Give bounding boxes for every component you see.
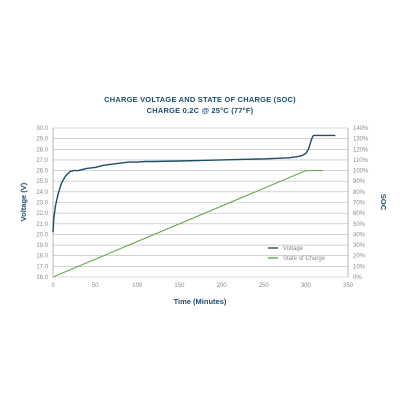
x-ticks: 0 50 100 150 200 250 300 350 <box>51 283 353 289</box>
y-axis-title-left: Voltage (V) <box>19 182 28 221</box>
y-tick-left-label: 22.0 <box>36 211 48 217</box>
y-tick-right-label: 70% <box>353 201 366 207</box>
y-ticks-right: 0% 10% 20% 30% 40% 50% 60% 70% 80% 90% 100% 110% 120… <box>353 126 369 281</box>
series-line-voltage <box>52 134 336 233</box>
x-tick-label: 300 <box>301 283 312 289</box>
y-tick-left-label: 30.0 <box>36 126 48 132</box>
y-tick-right-label: 10% <box>353 264 366 270</box>
y-tick-right-label: 100% <box>353 169 369 175</box>
y-tick-left-label: 20.0 <box>36 232 48 238</box>
series-layer <box>52 134 336 278</box>
y-tick-left-label: 24.0 <box>36 190 48 196</box>
y-axis-title-right: SOC <box>379 194 388 211</box>
y-tick-left-label: 27.0 <box>36 158 48 164</box>
y-tick-right-label: 90% <box>353 179 366 185</box>
y-tick-left-label: 19.0 <box>36 243 48 249</box>
y-tick-left-label: 16.0 <box>36 275 48 281</box>
legend: Voltage State of Charge <box>268 246 326 262</box>
y-tick-left-label: 26.0 <box>36 169 48 175</box>
series-line-state-of-charge <box>52 170 323 278</box>
y-tick-right-label: 50% <box>353 222 366 228</box>
y-tick-right-label: 0% <box>353 275 362 281</box>
grid-lines <box>52 127 349 278</box>
x-tick-label: 350 <box>343 283 354 289</box>
x-tick-label: 200 <box>217 283 228 289</box>
y-tick-left-label: 28.0 <box>36 147 48 153</box>
legend-label: Voltage <box>283 246 304 252</box>
x-tick-label: 100 <box>132 283 143 289</box>
y-tick-left-label: 23.0 <box>36 201 48 207</box>
y-tick-right-label: 30% <box>353 243 366 249</box>
y-tick-left-label: 25.0 <box>36 179 48 185</box>
y-tick-right-label: 40% <box>353 232 366 238</box>
y-tick-right-label: 80% <box>353 190 366 196</box>
y-tick-left-label: 21.0 <box>36 222 48 228</box>
y-tick-left-label: 17.0 <box>36 264 48 270</box>
y-tick-left-label: 29.0 <box>36 137 48 143</box>
y-ticks-left: 16.0 17.0 18.0 19.0 20.0 21.0 22.0 23.0 24.0 25.0… <box>36 126 48 281</box>
legend-label: State of Charge <box>283 256 326 262</box>
y-tick-right-label: 130% <box>353 137 369 143</box>
chart-subtitle: CHARGE 0.2C @ 25°C (77°F) <box>146 106 254 115</box>
y-tick-right-label: 20% <box>353 254 366 260</box>
x-tick-label: 150 <box>174 283 185 289</box>
y-tick-left-label: 18.0 <box>36 254 48 260</box>
chart-title: CHARGE VOLTAGE AND STATE OF CHARGE (SOC) <box>104 95 296 104</box>
y-tick-right-label: 120% <box>353 147 369 153</box>
y-tick-right-label: 140% <box>353 126 369 132</box>
y-tick-right-label: 110% <box>353 158 369 164</box>
y-tick-right-label: 60% <box>353 211 366 217</box>
x-tick-label: 250 <box>259 283 270 289</box>
x-tick-label: 50 <box>92 283 99 289</box>
x-axis-title: Time (Minutes) <box>174 297 227 306</box>
x-tick-label: 0 <box>51 283 55 289</box>
